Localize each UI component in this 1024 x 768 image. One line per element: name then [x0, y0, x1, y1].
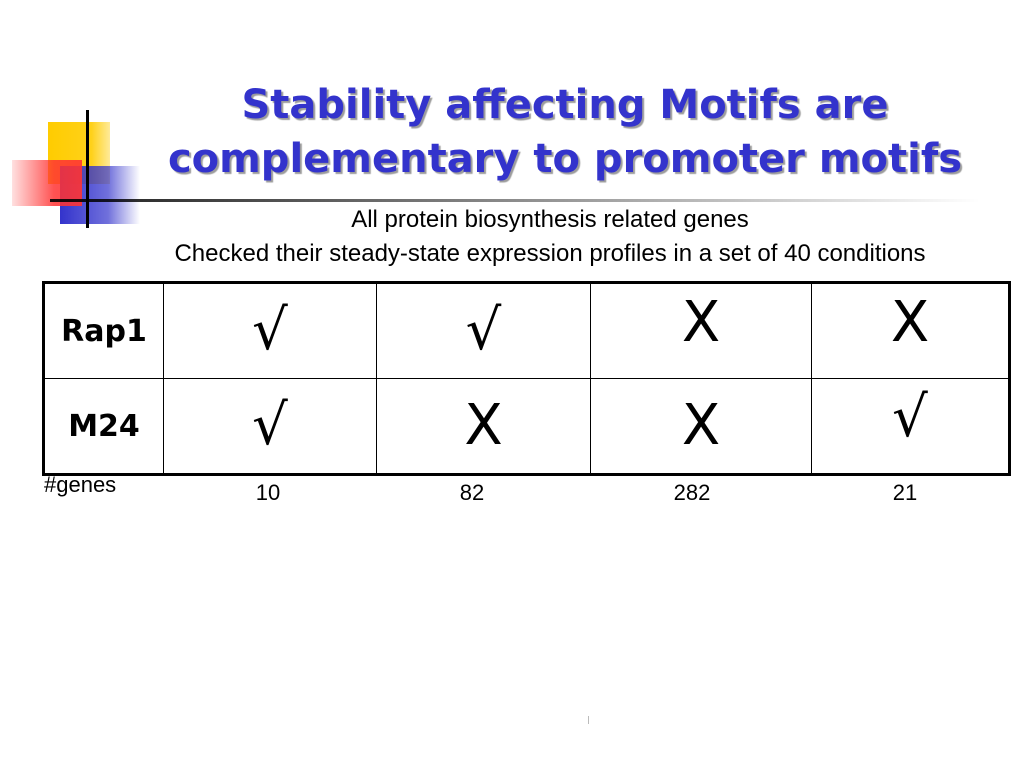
genes-count: 21: [892, 480, 918, 505]
cross-mark: X: [681, 290, 721, 355]
check-mark: √: [892, 385, 928, 450]
horizontal-rule: [50, 199, 980, 202]
red-square: [12, 160, 82, 206]
row-label-rap1: Rap1: [43, 282, 164, 379]
title-line-1: Stability affecting Motifs are: [241, 82, 889, 128]
subtitle-line-2: Checked their steady-state expression pr…: [174, 240, 926, 267]
cross-mark: X: [464, 393, 503, 458]
decorative-corner-graphic: [12, 110, 980, 228]
check-mark: √: [252, 393, 288, 458]
cross-mark: X: [681, 393, 721, 458]
table-row-rap1: Rap1 √ √ X X: [43, 282, 1010, 379]
cross-mark: X: [890, 290, 930, 355]
stray-mark: [588, 716, 589, 724]
subtitle-line-1: All protein biosynthesis related genes: [351, 206, 749, 233]
table-cell: √: [376, 282, 591, 379]
row-label-m24: M24: [43, 378, 164, 475]
check-mark: √: [465, 298, 502, 363]
genes-count: 10: [255, 480, 281, 505]
genes-count-label: #genes: [44, 472, 117, 497]
title-line-2: complementary to promoter motifs: [167, 136, 963, 182]
motif-table: Rap1 √ √ X X M24 √ X X √: [42, 281, 1011, 476]
table-cell: X: [811, 282, 1010, 379]
table-cell: √: [163, 282, 377, 379]
slide-title: Stability affecting Motifs are complemen…: [150, 78, 980, 186]
table-row-m24: M24 √ X X √: [43, 378, 1010, 475]
table-cell: X: [590, 282, 812, 379]
table-cell: X: [376, 378, 591, 475]
table-cell: √: [163, 378, 377, 475]
genes-count: 82: [459, 480, 485, 505]
check-mark: √: [252, 298, 288, 363]
vertical-rule: [86, 110, 89, 228]
table-cell: X: [590, 378, 812, 475]
genes-count: 282: [673, 480, 711, 505]
table-cell: √: [811, 378, 1010, 475]
